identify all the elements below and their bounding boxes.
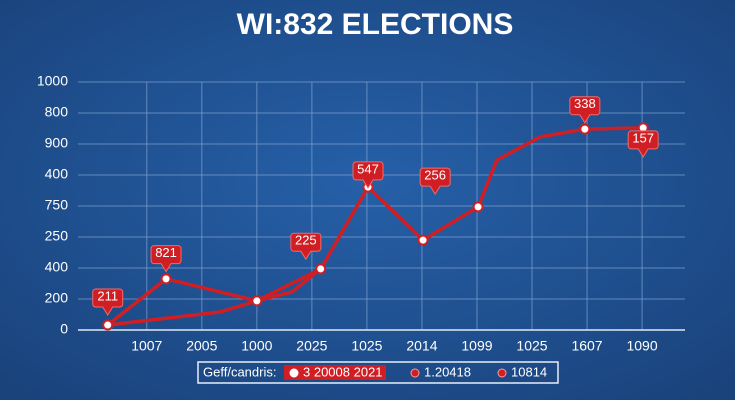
annotation: 225 (290, 232, 322, 261)
x-tick-label: 1090 (626, 338, 657, 354)
legend-label: 1.20418 (424, 364, 471, 379)
annotation-label: 211 (97, 288, 118, 303)
y-tick-label: 400 (45, 166, 69, 182)
legend-marker (497, 368, 507, 378)
y-tick-label: 0 (60, 321, 68, 337)
x-tick-label: 1025 (351, 338, 382, 354)
legend-marker (410, 368, 420, 378)
annotation-balloon (352, 161, 384, 189)
chart-title: WI:832 ELECTIONS (237, 8, 514, 41)
legend-box (197, 361, 559, 384)
y-tick-label: 1000 (37, 73, 68, 89)
x-tick-label: 1607 (571, 338, 602, 354)
annotation-label: 256 (424, 168, 446, 183)
legend-swatch (284, 365, 386, 380)
point (315, 263, 327, 275)
annotation-label: 547 (357, 161, 379, 176)
annotation: 157 (627, 130, 659, 158)
annotation-label: 821 (155, 245, 177, 260)
legend-title: Geff/candris: (203, 364, 276, 379)
point (579, 123, 591, 135)
x-tick-label: 2025 (296, 338, 327, 354)
x-tick-label: 2005 (186, 338, 217, 354)
annotation-label: 225 (295, 233, 317, 248)
legend-marker (289, 368, 299, 378)
annotation-balloon (627, 130, 659, 158)
legend-label: 10814 (511, 364, 547, 379)
annotation-balloon (569, 96, 601, 124)
annotation-label: 338 (574, 96, 596, 111)
point (160, 273, 172, 285)
annotation: 338 (569, 96, 601, 124)
x-tick-label: 1099 (461, 338, 492, 354)
y-tick-label: 750 (45, 197, 69, 213)
x-tick-label: 1025 (516, 338, 547, 354)
annotation-label: 157 (632, 130, 654, 145)
x-tick-label: 1007 (131, 338, 162, 354)
annotation-balloon (150, 245, 182, 273)
annotation-balloon (419, 167, 451, 196)
point (102, 319, 114, 331)
y-tick-label: 900 (45, 135, 69, 151)
annotation-balloon (92, 288, 124, 316)
annotation: 547 (352, 161, 384, 189)
y-tick-label: 200 (45, 290, 69, 306)
annotation: 256 (419, 167, 451, 196)
point (251, 295, 263, 307)
annotation-balloon (290, 232, 322, 261)
annotation: 211 (92, 288, 124, 316)
y-tick-label: 800 (45, 104, 69, 120)
x-tick-label: 2014 (406, 338, 437, 354)
y-tick-label: 400 (45, 259, 69, 275)
annotation: 821 (150, 245, 182, 273)
point (417, 234, 429, 246)
x-tick-label: 1000 (241, 338, 272, 354)
legend-label: 3 20008 2021 (303, 364, 383, 379)
legend: Geff/candris: 3 20008 2021 1.20418 10814 (197, 361, 559, 384)
y-tick-label: 250 (45, 228, 69, 244)
point (472, 201, 484, 213)
